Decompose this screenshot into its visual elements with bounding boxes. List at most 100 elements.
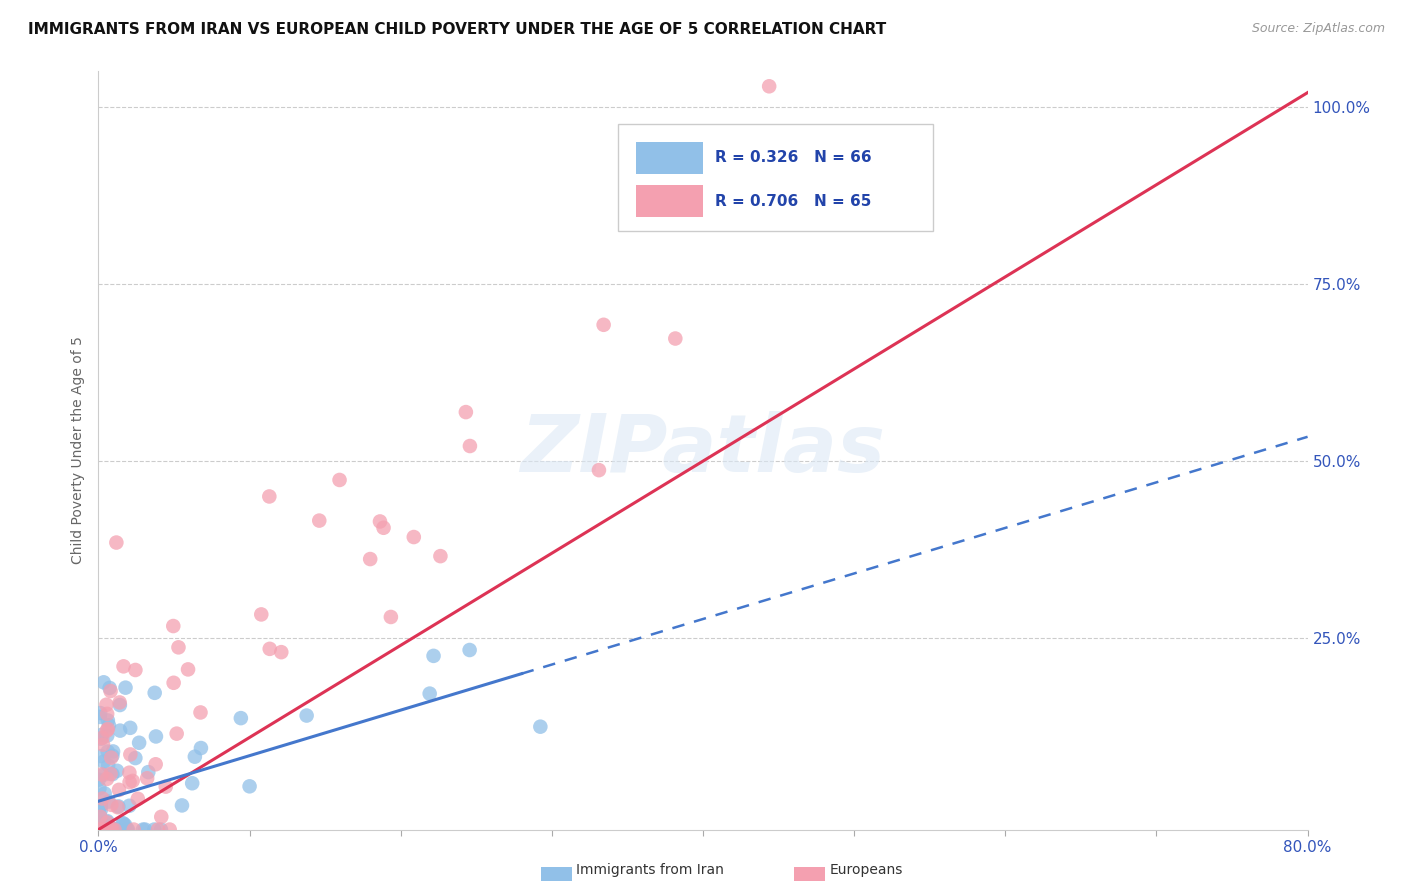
Point	[93, 755, 115, 769]
Point	[136, 771, 159, 785]
Point	[181, 776, 204, 790]
Point	[458, 643, 481, 657]
Point	[122, 822, 145, 837]
Point	[429, 549, 451, 563]
Point	[101, 822, 124, 837]
Point	[108, 698, 131, 712]
Point	[120, 721, 142, 735]
Point	[91, 731, 114, 745]
Point	[118, 775, 141, 789]
FancyBboxPatch shape	[637, 142, 703, 174]
Text: R = 0.326   N = 66: R = 0.326 N = 66	[716, 150, 872, 165]
Point	[89, 706, 111, 720]
Point	[97, 714, 120, 728]
Text: Immigrants from Iran: Immigrants from Iran	[576, 863, 724, 877]
Point	[145, 757, 167, 772]
Point	[359, 552, 381, 566]
Point	[100, 767, 122, 781]
Point	[166, 726, 188, 740]
Point	[105, 535, 128, 549]
Point	[259, 490, 281, 504]
Point	[96, 723, 118, 738]
Point	[127, 792, 149, 806]
Point	[149, 822, 172, 837]
Point	[100, 684, 122, 698]
Point	[758, 79, 780, 94]
Point	[107, 799, 129, 814]
Point	[368, 515, 391, 529]
Point	[124, 663, 146, 677]
Point	[90, 731, 112, 746]
Point	[170, 798, 193, 813]
Point	[120, 747, 142, 762]
Point	[155, 780, 177, 794]
Point	[167, 640, 190, 655]
Point	[103, 822, 125, 837]
Point	[96, 815, 118, 830]
Point	[91, 815, 114, 830]
Point	[402, 530, 425, 544]
Point	[295, 708, 318, 723]
Text: ZIPatlas: ZIPatlas	[520, 411, 886, 490]
Point	[592, 318, 614, 332]
Point	[97, 745, 120, 759]
Point	[101, 767, 124, 781]
Point	[458, 439, 481, 453]
Point	[115, 822, 138, 837]
Point	[89, 798, 111, 813]
Point	[124, 751, 146, 765]
Point	[97, 795, 120, 809]
Point	[132, 822, 155, 837]
Point	[143, 822, 166, 837]
Point	[529, 720, 551, 734]
Point	[91, 822, 114, 837]
Point	[98, 681, 121, 695]
Point	[100, 797, 122, 812]
Point	[93, 675, 115, 690]
Point	[103, 822, 125, 837]
Point	[270, 645, 292, 659]
Point	[96, 729, 118, 743]
Point	[108, 695, 131, 709]
Point	[259, 641, 281, 656]
Point	[146, 822, 169, 837]
Point	[89, 781, 111, 796]
Point	[90, 803, 112, 817]
Point	[107, 800, 129, 814]
Point	[90, 749, 112, 764]
Point	[128, 736, 150, 750]
Point	[90, 767, 112, 781]
Point	[96, 772, 118, 786]
Point	[103, 822, 125, 837]
Point	[422, 648, 444, 663]
Point	[308, 514, 330, 528]
Point	[89, 808, 111, 822]
Point	[588, 463, 610, 477]
Point	[419, 687, 441, 701]
Point	[112, 659, 135, 673]
Point	[134, 822, 156, 837]
Point	[328, 473, 350, 487]
Point	[118, 765, 141, 780]
Point	[91, 822, 114, 837]
Point	[87, 772, 110, 787]
Point	[91, 738, 114, 752]
Point	[101, 748, 124, 763]
Point	[96, 814, 118, 829]
Point	[114, 818, 136, 832]
Point	[91, 791, 114, 805]
Point	[117, 822, 139, 837]
Point	[89, 822, 111, 837]
Point	[143, 686, 166, 700]
Point	[145, 730, 167, 744]
Point	[886, 152, 908, 166]
Point	[112, 816, 135, 830]
Point	[162, 675, 184, 690]
Point	[150, 810, 173, 824]
Point	[96, 706, 118, 721]
Point	[250, 607, 273, 622]
Point	[162, 619, 184, 633]
Text: R = 0.706   N = 65: R = 0.706 N = 65	[716, 194, 872, 209]
Point	[100, 822, 122, 837]
Point	[121, 773, 143, 788]
